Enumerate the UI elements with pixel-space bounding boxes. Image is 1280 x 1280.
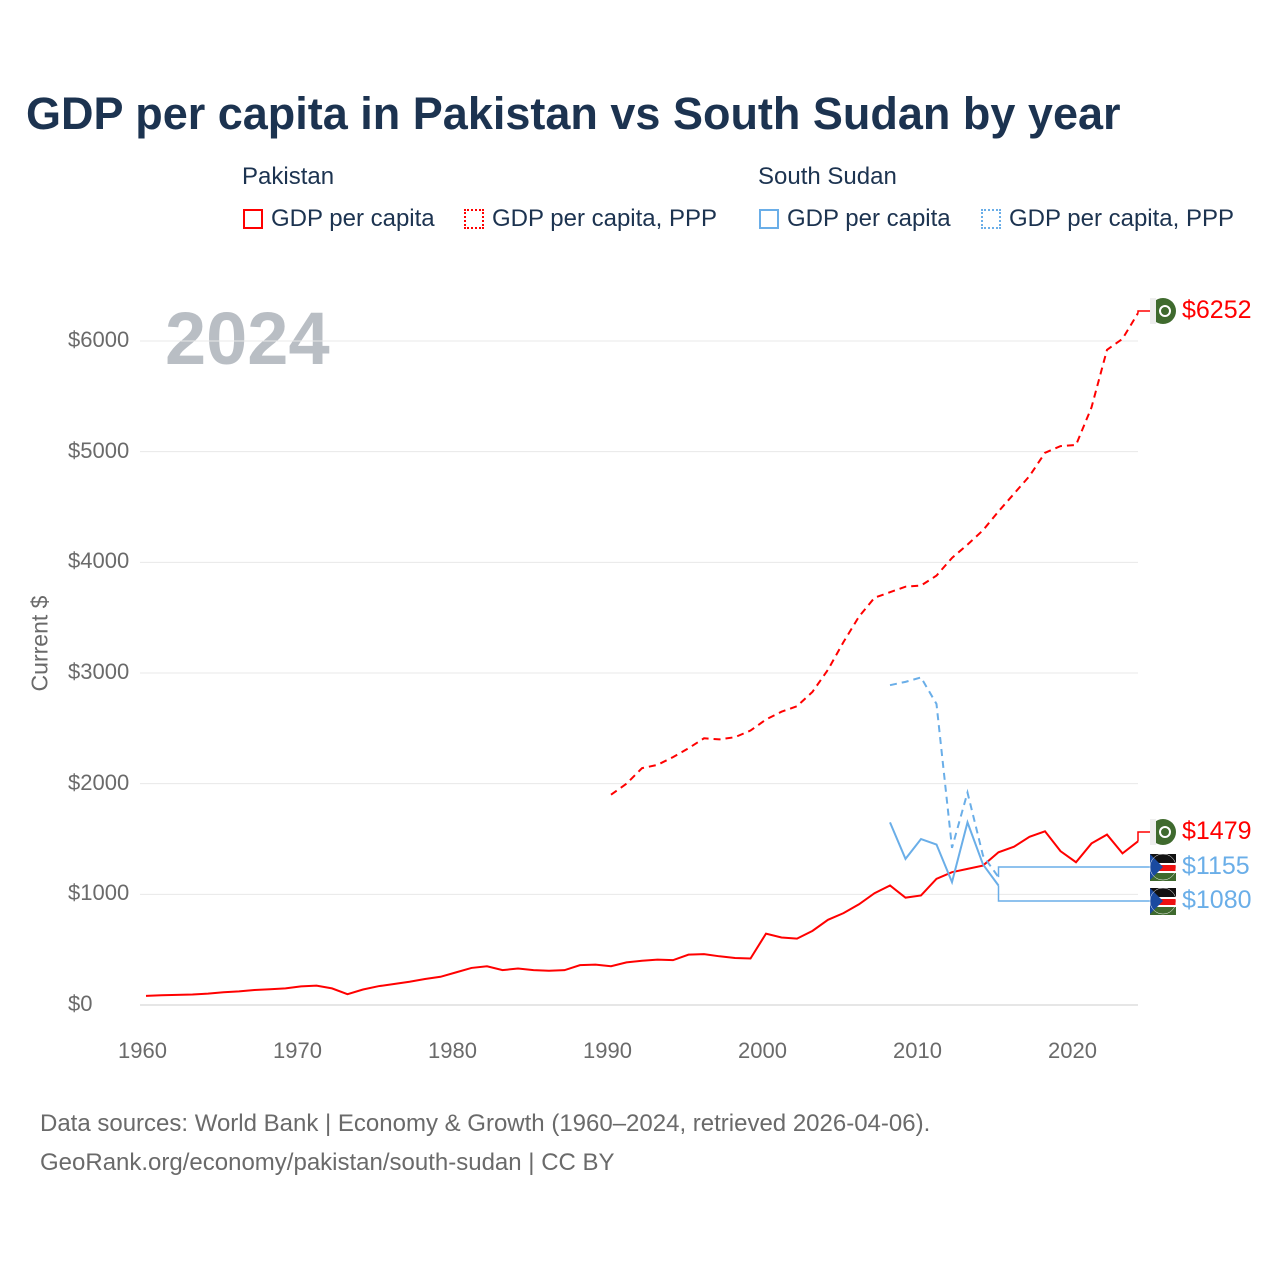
end-value-label: $6252 bbox=[1182, 296, 1252, 324]
end-value-label: $1479 bbox=[1182, 817, 1252, 845]
south-sudan-flag-icon bbox=[1149, 887, 1177, 915]
end-connector bbox=[1137, 831, 1150, 842]
legend-swatch bbox=[464, 209, 484, 229]
legend-label: GDP per capita bbox=[271, 205, 435, 232]
legend-pakistan-gdp[interactable]: GDP per capita bbox=[243, 205, 435, 233]
legend-group-south-sudan: South Sudan bbox=[758, 163, 897, 190]
x-tick-label: 1980 bbox=[428, 1038, 477, 1063]
y-tick-label: $3000 bbox=[68, 659, 130, 684]
x-tick-label: 1990 bbox=[583, 1038, 632, 1063]
y-tick-label: $5000 bbox=[68, 437, 130, 463]
end-value-label: $1155 bbox=[1182, 852, 1250, 880]
year-watermark: 2024 bbox=[165, 297, 330, 380]
y-tick-label: $0 bbox=[68, 991, 93, 1016]
legend-south-sudan-gdp[interactable]: GDP per capita bbox=[759, 205, 951, 233]
end-value-label: $1080 bbox=[1182, 886, 1252, 914]
source-line: Data sources: World Bank | Economy & Gro… bbox=[40, 1110, 931, 1137]
south-sudan-flag-icon bbox=[1149, 853, 1177, 881]
series-line-0 bbox=[145, 830, 1139, 997]
legend-group-pakistan: Pakistan bbox=[242, 163, 335, 190]
y-tick-label: $4000 bbox=[68, 548, 130, 574]
y-tick-label: $6000 bbox=[68, 327, 130, 352]
series-line-2 bbox=[889, 819, 1000, 887]
end-connector bbox=[997, 866, 1150, 878]
end-connector bbox=[1137, 310, 1150, 314]
series-line-3 bbox=[889, 676, 1000, 878]
x-tick-label: 2020 bbox=[1048, 1038, 1097, 1063]
legend-swatch bbox=[759, 209, 779, 229]
y-tick-label: $1000 bbox=[68, 880, 130, 906]
chart-title: GDP per capita in Pakistan vs South Suda… bbox=[26, 88, 1121, 139]
x-tick-label: 1970 bbox=[273, 1038, 322, 1063]
legend-swatch bbox=[981, 209, 1001, 229]
legend-swatch bbox=[243, 209, 263, 229]
legend-label: GDP per capita, PPP bbox=[492, 205, 717, 232]
end-connector bbox=[997, 885, 1150, 902]
pakistan-flag-icon bbox=[1150, 819, 1176, 845]
legend-label: GDP per capita bbox=[787, 205, 951, 232]
legend-south-sudan-ppp[interactable]: GDP per capita, PPP bbox=[981, 205, 1234, 233]
x-tick-label: 2000 bbox=[738, 1038, 787, 1063]
x-tick-label: 1960 bbox=[118, 1038, 167, 1063]
legend-pakistan-ppp[interactable]: GDP per capita, PPP bbox=[464, 205, 717, 233]
series-line-1 bbox=[610, 312, 1139, 796]
pakistan-flag-icon bbox=[1150, 298, 1176, 324]
legend-label: GDP per capita, PPP bbox=[1009, 205, 1234, 232]
x-tick-label: 2010 bbox=[893, 1038, 942, 1063]
y-tick-label: $2000 bbox=[68, 769, 130, 795]
source-url[interactable]: GeoRank.org/economy/pakistan/south-sudan… bbox=[40, 1149, 615, 1176]
